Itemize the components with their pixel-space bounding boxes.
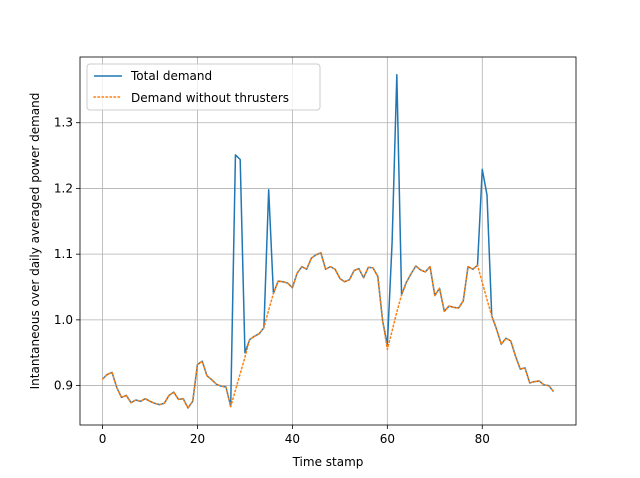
x-tick-label: 40 bbox=[285, 432, 300, 446]
y-tick-label: 1.1 bbox=[54, 247, 73, 261]
y-tick-label: 1.2 bbox=[54, 181, 73, 195]
x-tick-label: 20 bbox=[190, 432, 205, 446]
y-tick-label: 0.9 bbox=[54, 379, 73, 393]
legend: Total demand Demand without thrusters bbox=[86, 63, 321, 111]
y-axis-label: Intantaneous over daily averaged power d… bbox=[28, 93, 42, 390]
x-axis-label: Time stamp bbox=[292, 455, 364, 469]
legend-box bbox=[86, 63, 321, 111]
y-tick-label: 1.0 bbox=[54, 313, 73, 327]
y-tick-label: 1.3 bbox=[54, 116, 73, 130]
legend-label-demand-without-thrusters: Demand without thrusters bbox=[131, 91, 289, 105]
series-line-demand-without-thrusters bbox=[101, 252, 555, 409]
x-tick-label: 60 bbox=[380, 432, 395, 446]
plot-frame bbox=[79, 56, 577, 426]
series-layer bbox=[101, 73, 555, 409]
x-tick-label: 0 bbox=[99, 432, 107, 446]
legend-label-total-demand: Total demand bbox=[130, 69, 212, 83]
x-tick-label: 80 bbox=[475, 432, 490, 446]
axis-ticks: 0 20 40 60 80 0.9 1.0 1.1 1.2 1.3 bbox=[54, 116, 490, 446]
